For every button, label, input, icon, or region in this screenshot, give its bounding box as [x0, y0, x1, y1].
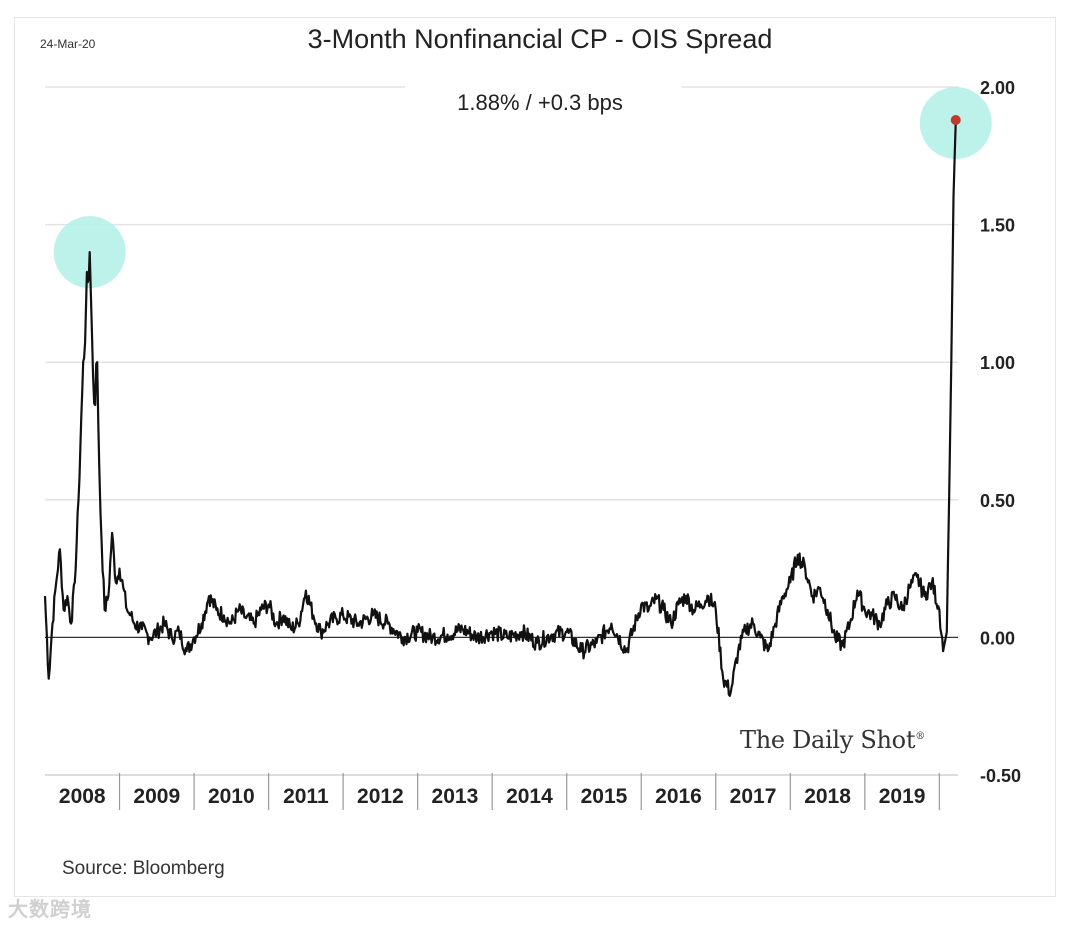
- x-tick-labels: 2008 2009 2010 2011 2012 2013 2014 2015 2016 2017…: [59, 785, 926, 808]
- chart-frame: [14, 17, 1056, 897]
- y-tick-label: 1.50: [980, 216, 1015, 236]
- x-tick-label: 2018: [804, 785, 851, 808]
- x-tick-label: 2011: [283, 785, 329, 808]
- y-tick-label: 1.00: [980, 353, 1015, 373]
- series-layer: [43, 115, 961, 697]
- logo-text: The Daily Shot: [740, 726, 916, 754]
- date-label: 24-Mar-20: [40, 37, 96, 51]
- y-tick-labels: 2.00 1.50 1.00 0.50 0.00 -0.50: [980, 78, 1021, 786]
- x-tick-label: 2008: [59, 785, 106, 808]
- current-value-label: 1.88% / +0.3 bps: [457, 90, 623, 115]
- series-line: [43, 119, 957, 697]
- x-tick-label: 2014: [506, 785, 553, 808]
- x-tick-label: 2010: [208, 785, 255, 808]
- y-tick-label: 0.00: [980, 628, 1015, 648]
- daily-shot-logo: The Daily Shot®: [740, 726, 925, 754]
- x-tick-label: 2013: [432, 785, 479, 808]
- axes: [118, 773, 940, 810]
- watermark: 大数跨境: [8, 899, 92, 921]
- source-note: Source: Bloomberg: [62, 858, 225, 879]
- x-tick-label: 2019: [879, 785, 926, 808]
- x-tick-label: 2009: [133, 785, 180, 808]
- y-tick-label: 0.50: [980, 491, 1015, 511]
- latest-point-marker: [950, 115, 961, 126]
- gridlines: [45, 86, 958, 776]
- logo-mark: ®: [915, 731, 925, 742]
- x-tick-label: 2016: [655, 785, 702, 808]
- x-tick-label: 2012: [357, 785, 404, 808]
- x-tick-label: 2015: [581, 785, 628, 808]
- y-tick-label: -0.50: [980, 766, 1021, 786]
- chart-title: 3-Month Nonfinancial CP - OIS Spread: [307, 24, 773, 54]
- highlight-circles: [53, 87, 992, 289]
- y-tick-label: 2.00: [980, 78, 1015, 98]
- x-tick-label: 2017: [730, 785, 777, 808]
